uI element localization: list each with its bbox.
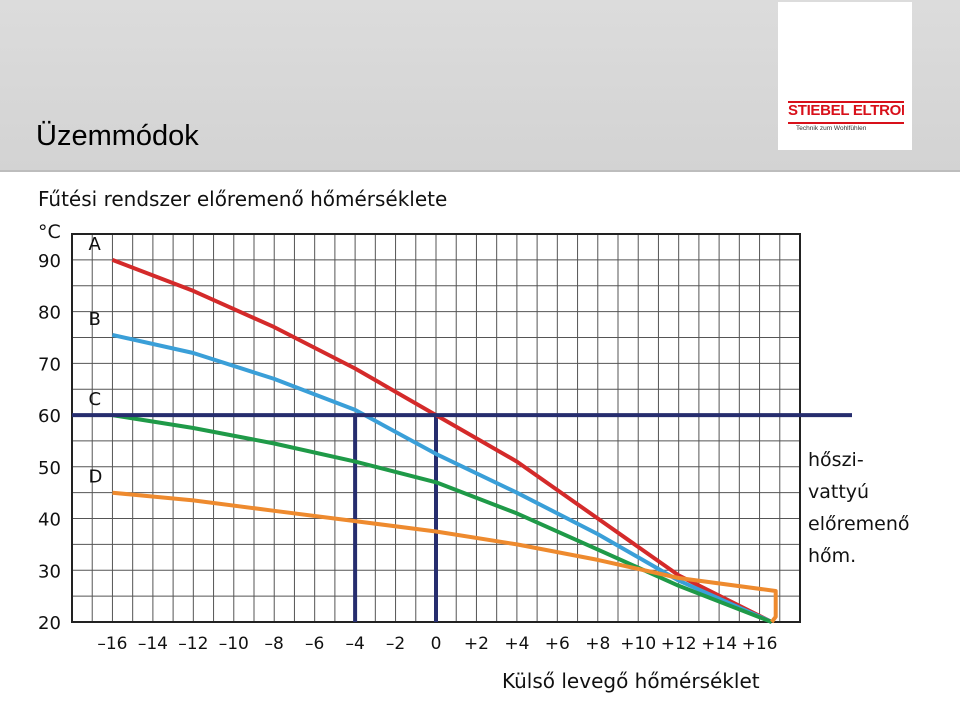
x-axis-label: Külső levegő hőmérséklet <box>502 669 760 693</box>
chart-title: Fűtési rendszer előremenő hőmérséklete <box>38 187 447 211</box>
x-tick-label: +14 <box>701 634 737 654</box>
slide-title: Üzemmódok <box>36 120 199 152</box>
reference-label-line: vattyú <box>808 481 869 503</box>
chart-grid <box>71 233 801 623</box>
x-tick-label: –6 <box>305 634 324 654</box>
reference-line-label: hőszi-vattyú előremenő hőm. <box>808 449 910 567</box>
x-tick-label: +10 <box>620 634 656 654</box>
x-tick-label: –14 <box>138 634 168 654</box>
x-tick-label: +16 <box>742 634 778 654</box>
y-tick-label: 40 <box>38 510 61 531</box>
series-labels: A B C D <box>88 234 102 488</box>
logo-tagline: Technik zum Wohlfühlen <box>796 125 867 132</box>
y-tick-label: 20 <box>38 613 61 634</box>
tick-labels: –16 –14 –12 –10 –8 –6 –4 –2 0 +2 +4 +6 +8 +10 +12 +14 +1… <box>38 251 778 654</box>
reference-label-line: hőszi- <box>808 449 864 471</box>
x-tick-label: +4 <box>504 634 529 654</box>
logo-name: STIEBEL ELTRON <box>788 101 904 124</box>
x-tick-label: +6 <box>545 634 570 654</box>
series-line-b <box>111 332 773 624</box>
flow-temperature-chart: –16 –14 –12 –10 –8 –6 –4 –2 0 +2 +4 +6 +8 +10 +12 +14 +1… <box>38 187 910 693</box>
reference-label-line: előremenő <box>808 513 910 535</box>
x-tick-label: –4 <box>345 634 364 654</box>
slide-header: Üzemmódok STIEBEL ELTRON Technik zum Woh… <box>0 0 960 172</box>
x-tick-label: –10 <box>219 634 249 654</box>
x-tick-label: –2 <box>386 634 405 654</box>
series-label-a: A <box>88 234 101 255</box>
series-label-d: D <box>88 467 102 488</box>
x-tick-label: –16 <box>97 634 127 654</box>
x-tick-label: –12 <box>178 634 208 654</box>
y-tick-label: 80 <box>38 303 61 324</box>
series-label-b: B <box>88 309 100 330</box>
x-tick-label: +2 <box>464 634 489 654</box>
stiebel-eltron-logo: STIEBEL ELTRON Technik zum Wohlfühlen <box>778 2 912 150</box>
series-label-c: C <box>88 389 101 410</box>
drop-lines <box>353 415 438 622</box>
x-tick-label: +8 <box>585 634 610 654</box>
y-tick-label: 60 <box>38 406 61 427</box>
series-line-d <box>112 490 778 624</box>
reference-label-line: hőm. <box>808 545 856 567</box>
y-tick-label: 50 <box>38 458 61 479</box>
x-tick-label: 0 <box>431 634 442 654</box>
y-tick-label: 70 <box>38 354 61 375</box>
y-axis-unit: °C <box>38 221 61 243</box>
y-tick-label: 90 <box>38 251 61 272</box>
y-tick-label: 30 <box>38 561 61 582</box>
x-tick-label: –8 <box>265 634 284 654</box>
x-tick-label: +12 <box>661 634 697 654</box>
